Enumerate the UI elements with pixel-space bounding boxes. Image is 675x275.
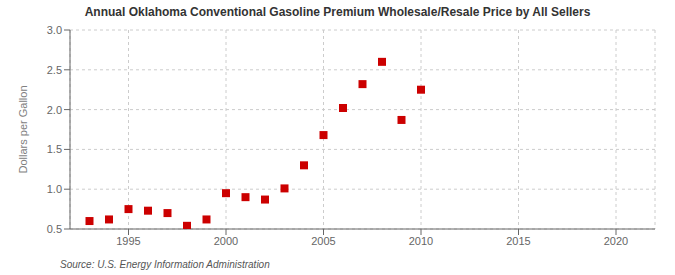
- svg-text:0.5: 0.5: [47, 223, 62, 235]
- svg-text:3.0: 3.0: [47, 24, 62, 36]
- svg-text:Dollars per Gallon: Dollars per Gallon: [17, 85, 29, 173]
- svg-text:1.0: 1.0: [47, 183, 62, 195]
- svg-text:2010: 2010: [409, 235, 433, 247]
- svg-text:2000: 2000: [214, 235, 238, 247]
- svg-text:1.5: 1.5: [47, 143, 62, 155]
- svg-text:1995: 1995: [116, 235, 140, 247]
- svg-text:2015: 2015: [506, 235, 530, 247]
- svg-text:2005: 2005: [311, 235, 335, 247]
- html-text:Annual Oklahoma Conventional G: Annual Oklahoma Conventional Gasoline Pr…: [84, 5, 591, 19]
- svg-text:2020: 2020: [604, 235, 628, 247]
- html-text:Source: U.S. Energy Informatio: Source: U.S. Energy Information Administ…: [60, 259, 270, 270]
- svg-text:2.5: 2.5: [47, 64, 62, 76]
- svg-text:2.0: 2.0: [47, 104, 62, 116]
